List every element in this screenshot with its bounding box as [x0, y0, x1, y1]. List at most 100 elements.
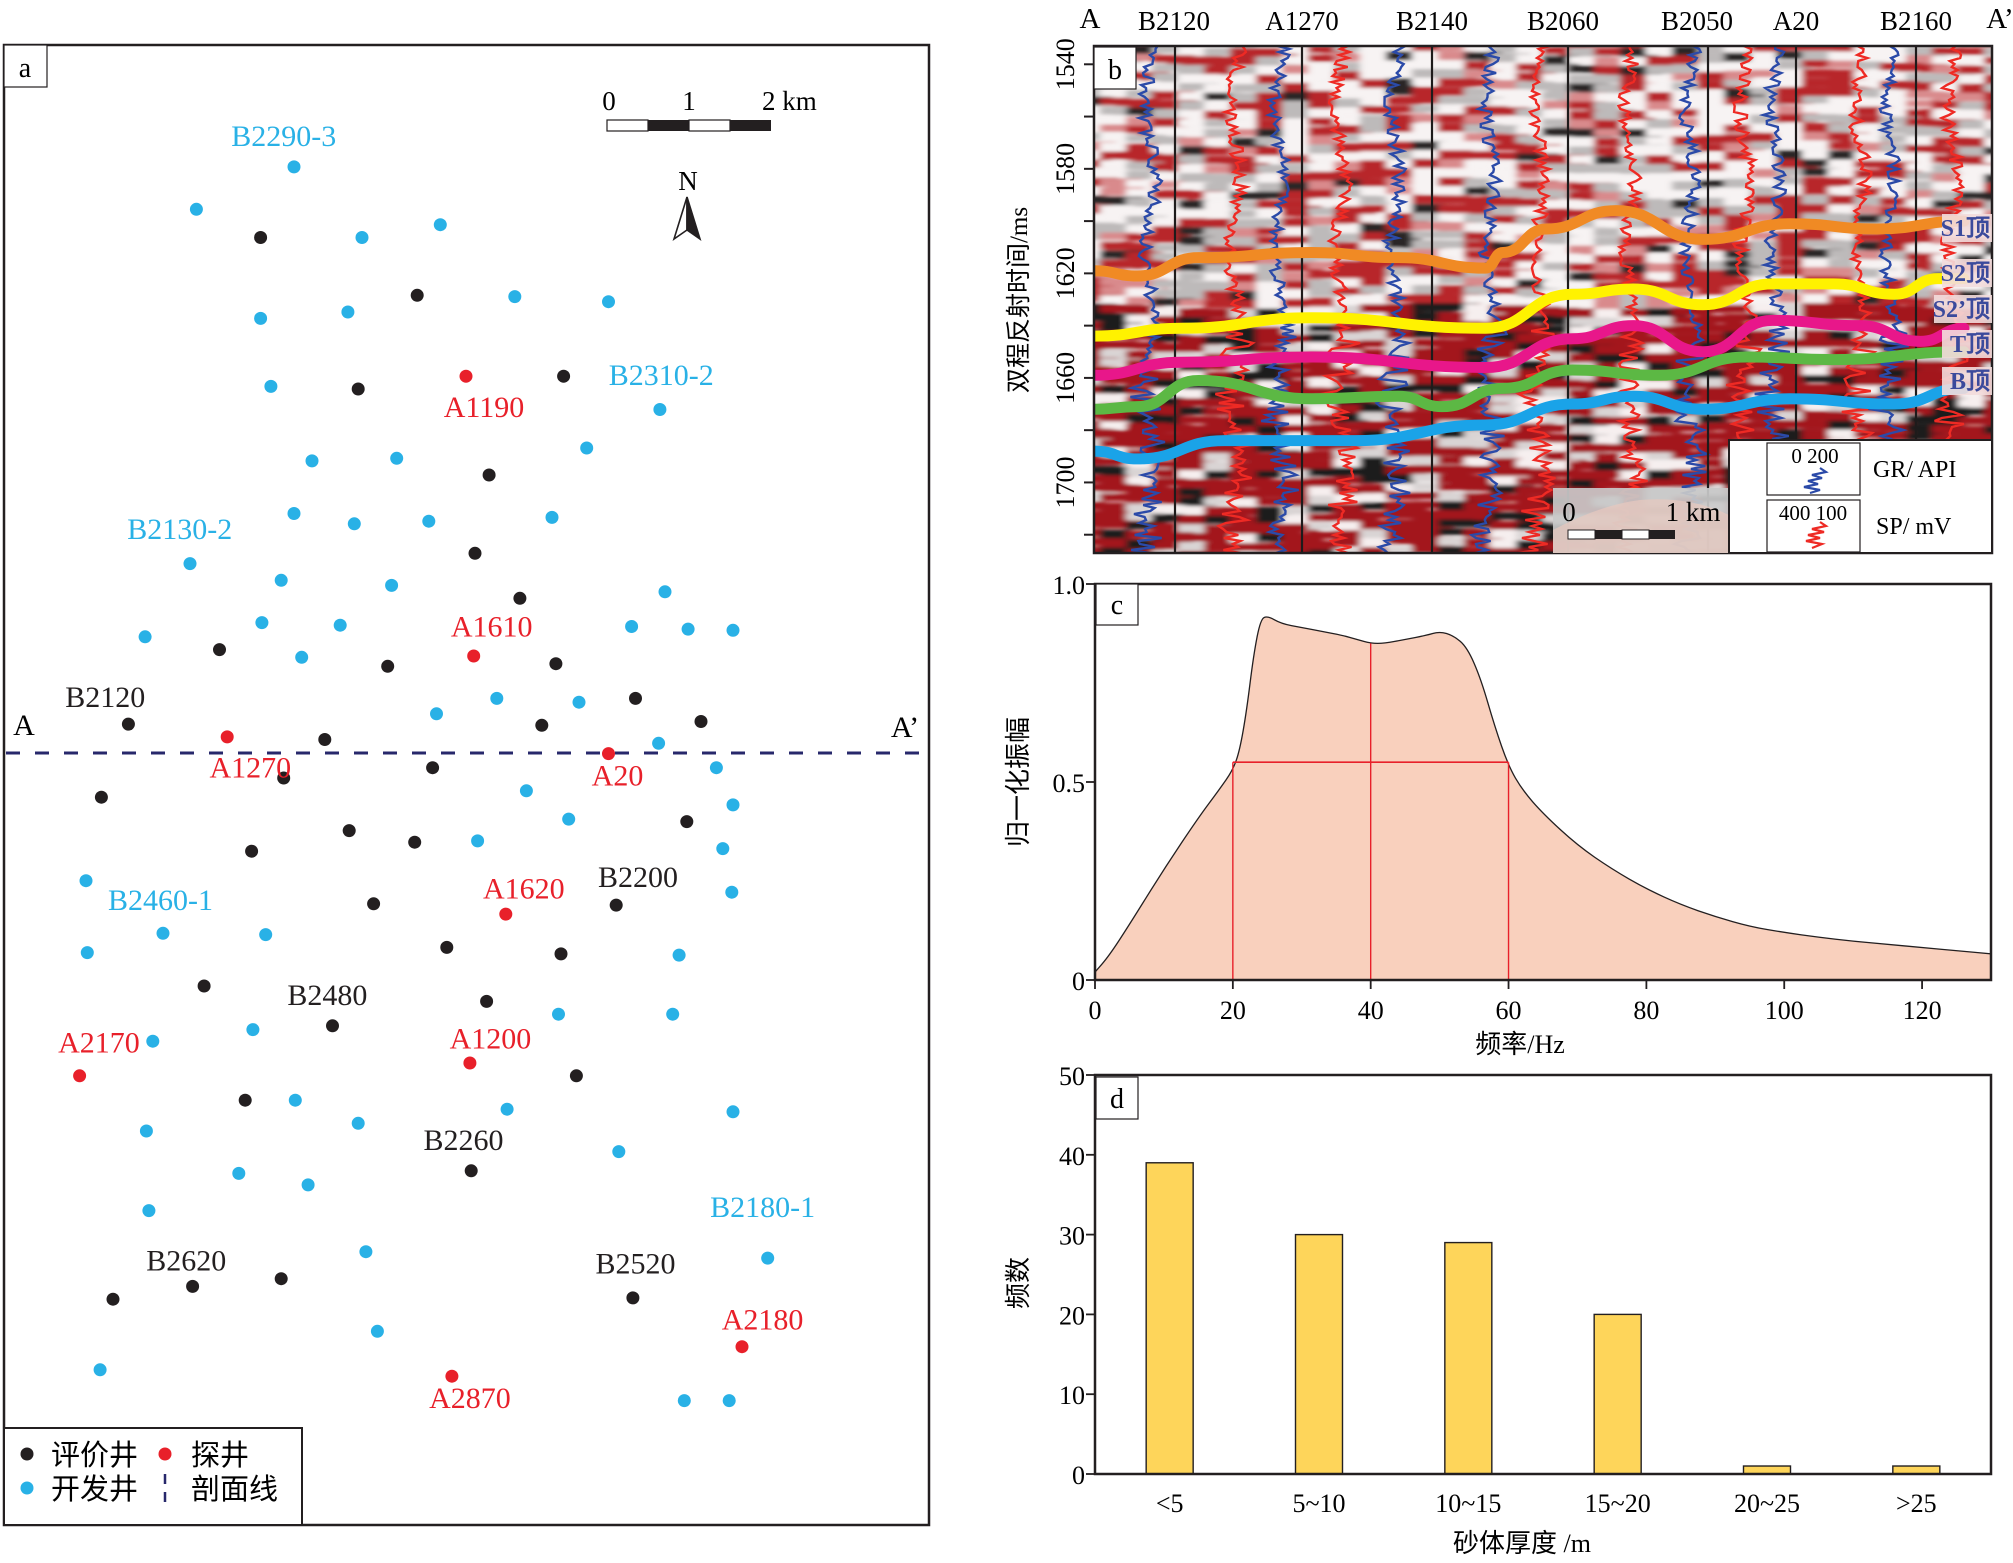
development-well-marker [653, 403, 667, 416]
evaluation-well-marker [549, 657, 563, 671]
time-tick-label: 1540 [1051, 38, 1080, 90]
exploration-well-marker [499, 907, 513, 921]
well-label: B2460-1 [108, 884, 213, 917]
north-label: N [678, 166, 698, 196]
development-well-marker [552, 1007, 565, 1021]
legend-exploration-label: 探井 [191, 1439, 249, 1472]
section-well-name: B2140 [1396, 6, 1468, 36]
horizon-label-bg [1942, 367, 1992, 395]
evaluation-well-marker [609, 898, 623, 912]
development-well-marker [183, 557, 197, 571]
development-well-marker [93, 1363, 107, 1377]
panel-a-map: a 0 1 2 km N A A’ B2290-3 B2310-2 A1190 B21… [2, 43, 931, 1527]
histogram-x-label: 砂体厚度 /m [1453, 1529, 1591, 1558]
horizon-label: S1顶 [1941, 215, 1990, 242]
x-tick-label: 120 [1903, 996, 1942, 1025]
panel-b-label: b [1108, 55, 1122, 86]
panel-a-label-box [3, 44, 48, 88]
well-log-curve [1611, 46, 1648, 553]
evaluation-well-marker [554, 947, 568, 961]
panel-b-label-box [1093, 46, 1137, 90]
seismic-scale-bar: 0 1 km [1553, 488, 1729, 553]
development-well-marker [287, 160, 301, 174]
sp-label: SP/ mV [1876, 514, 1952, 540]
scale-start: 0 [1562, 497, 1576, 527]
evaluation-well-marker [197, 979, 211, 993]
evaluation-well-marker [426, 761, 440, 775]
panel-d-histogram: <5 5~10 10~15 15~20 20~25 >25 0 10 20 30 40 50 d 砂… [1004, 1062, 1993, 1558]
development-well-marker [254, 311, 268, 325]
development-well-marker [264, 379, 278, 393]
horizon-label-bg [1942, 259, 1992, 287]
evaluation-well-marker [680, 815, 694, 829]
well-label: A1270 [209, 752, 291, 785]
well-label: B2180-1 [710, 1191, 815, 1224]
development-well-marker [545, 510, 559, 524]
development-well-marker [658, 585, 672, 599]
legend-evaluation-label: 评价井 [51, 1439, 138, 1472]
section-well-name: B2050 [1661, 6, 1733, 36]
well-label: B2520 [595, 1247, 675, 1280]
development-well-marker [722, 1394, 736, 1408]
time-tick-label: 1700 [1051, 456, 1080, 508]
legend-development-icon [20, 1481, 34, 1495]
gr-legend-box [1766, 442, 1861, 496]
development-well-marker [142, 1204, 156, 1218]
spectrum-axes: 0 20 40 60 80 100 120 0 0.5 1.0 [1053, 571, 1993, 1025]
development-well-marker [726, 798, 740, 812]
time-tick-label: 1660 [1051, 352, 1080, 404]
well-log-curve [1374, 46, 1414, 553]
development-well-marker [305, 454, 319, 468]
section-well-name: B2160 [1880, 6, 1952, 36]
well-label: A20 [592, 759, 644, 792]
evaluation-well-marker [626, 1291, 640, 1305]
well-log-curve [1671, 46, 1712, 553]
development-well-marker [681, 622, 695, 636]
horizon-labels: S1顶 S2顶 S2’顶 T顶 B顶 [1933, 214, 1992, 395]
spectrum-y-label: 归一化振幅 [1004, 717, 1033, 847]
y-tick-label: 50 [1059, 1062, 1085, 1091]
section-well-name: B2060 [1527, 6, 1599, 36]
development-well-marker [347, 517, 361, 531]
horizon-label: T顶 [1950, 331, 1990, 358]
evaluation-well-marker [410, 288, 424, 302]
scale-seg [688, 119, 731, 132]
development-well-marker [625, 620, 639, 633]
evaluation-well-marker [342, 824, 356, 838]
panel-c-label: c [1111, 590, 1123, 621]
well-label: A1610 [451, 611, 533, 644]
legend-development-label: 开发井 [51, 1473, 138, 1506]
legend-exploration-icon [158, 1447, 172, 1461]
development-well-marker [255, 616, 269, 630]
well-log-curve [1316, 46, 1361, 553]
well-label: B2200 [598, 861, 678, 894]
development-well-marker [508, 290, 522, 304]
development-well-marker [301, 1178, 315, 1192]
evaluation-well-marker [569, 1069, 583, 1083]
y-tick-label: 0 [1072, 1461, 1085, 1490]
evaluation-well-marker [629, 691, 642, 705]
histogram-bar [1145, 1162, 1194, 1475]
evaluation-well-marker [274, 1272, 288, 1286]
evaluation-well-marker [440, 940, 454, 954]
y-tick-label: 40 [1059, 1142, 1085, 1171]
well-label: A1620 [483, 872, 565, 905]
y-tick-label: 10 [1059, 1381, 1085, 1410]
evaluation-well-marker [367, 897, 381, 911]
histogram-bar [1294, 1233, 1344, 1475]
development-well-marker [725, 885, 739, 899]
legend-box [3, 1427, 303, 1526]
evaluation-well-marker [408, 835, 422, 849]
evaluation-well-marker [277, 771, 291, 785]
evaluation-well-marker [106, 1292, 120, 1306]
histogram-axes: 0 10 20 30 40 50 [1059, 1062, 1993, 1490]
horizon-label-bg [1934, 295, 1992, 323]
scale-seg [606, 119, 649, 132]
development-well-marker [761, 1251, 775, 1265]
well-log-curve [1126, 46, 1166, 553]
panel-c-spectrum: 0 20 40 60 80 100 120 0 0.5 1.0 c 频率/Hz 归一化振幅 [1004, 571, 1993, 1059]
time-axis: 1540 1580 1620 1660 1700 [1051, 38, 1094, 536]
horizon-line [1094, 205, 1970, 282]
exploration-well-marker [463, 1056, 477, 1070]
